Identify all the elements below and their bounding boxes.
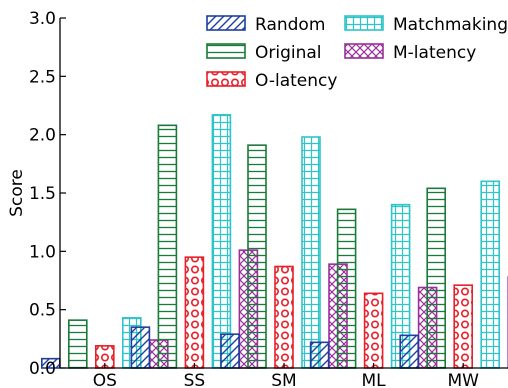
legend-swatch-original [206, 43, 246, 59]
legend-swatch-o-latency [206, 71, 246, 87]
y-tick-label: 3.0 [29, 9, 56, 29]
bar-original-mw [426, 187, 447, 369]
legend-swatch-random [206, 15, 246, 31]
x-tick-label-os: OS [93, 371, 117, 388]
bar-matchmaking-mw [480, 180, 501, 369]
legend-label-original: Original [255, 43, 322, 63]
y-tick-label: 1.5 [29, 184, 56, 204]
bar-o-latency-ss [184, 256, 205, 369]
legend: Random Original O-latency Matchmaking M-late… [206, 15, 508, 91]
y-tick-label: 2.0 [29, 126, 56, 146]
bar-random-mw [399, 334, 420, 369]
y-tick-label: 2.5 [29, 67, 56, 87]
legend-swatch-matchmaking [344, 15, 384, 31]
bar-o-latency-mw [453, 284, 474, 369]
x-tick-label-ss: SS [184, 371, 206, 388]
bar-original-os [68, 319, 88, 369]
bar-random-ss [130, 326, 151, 369]
bar-original-ml [336, 208, 357, 369]
bar-original-sm [247, 144, 267, 369]
x-tick-label-mw: MW [447, 371, 479, 388]
bar-matchmaking-sm [301, 136, 321, 369]
bar-o-latency-ml [363, 292, 384, 369]
y-tick-label: 0.0 [29, 359, 56, 379]
bar-random-ml [309, 341, 330, 369]
y-tick-label: 0.5 [29, 301, 56, 321]
y-axis-label: Score [7, 169, 27, 217]
bar-o-latency-sm [274, 265, 294, 369]
bar-original-ss [157, 124, 178, 369]
legend-swatch-m-latency [344, 43, 384, 59]
bar-random-sm [220, 333, 240, 369]
axes: 0.0 0.5 1.0 1.5 2.0 2.5 3.0 OS SS SM ML MW Score [7, 9, 508, 388]
legend-label-m-latency: M-latency [393, 43, 476, 63]
x-tick-label-ml: ML [362, 371, 387, 388]
x-tick-label-sm: SM [271, 371, 296, 388]
legend-label-random: Random [255, 15, 325, 35]
bar-matchmaking-ss [211, 114, 232, 369]
legend-label-o-latency: O-latency [255, 71, 337, 91]
bars-layer [40, 114, 508, 369]
legend-label-matchmaking: Matchmaking [393, 15, 508, 35]
y-tick-label: 1.0 [29, 242, 56, 262]
